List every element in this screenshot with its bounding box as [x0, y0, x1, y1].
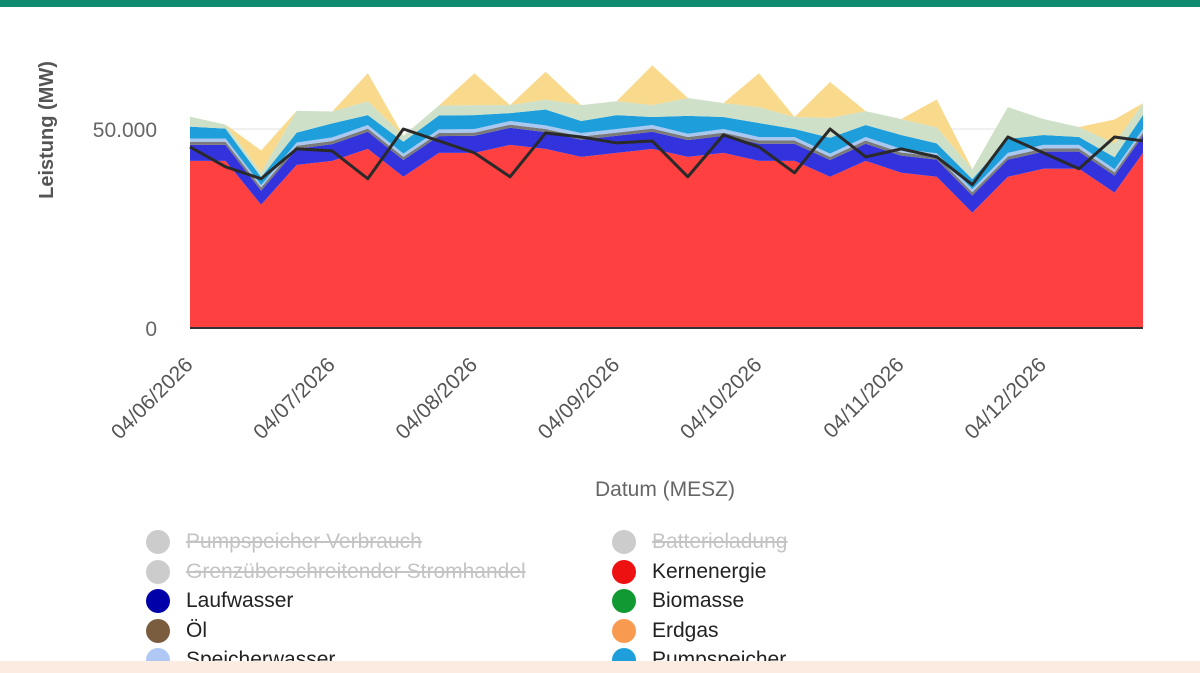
legend-dot-icon: [146, 648, 170, 661]
legend-item[interactable]: Speicherwasser: [146, 647, 335, 661]
y-tick-label: 0: [145, 318, 157, 341]
x-tick-label: 04/09/2026: [534, 353, 625, 444]
legend-label: Biomasse: [652, 589, 744, 613]
legend-dot-icon: [612, 589, 636, 613]
x-tick-label: 04/06/2026: [107, 353, 198, 444]
y-tick-label: 50.000: [93, 119, 157, 142]
legend-dot-icon: [146, 560, 170, 584]
legend-dot-icon: [612, 530, 636, 554]
legend-label: Batterieladung: [652, 530, 787, 554]
x-tick-label: 04/07/2026: [249, 353, 340, 444]
legend-label: Erdgas: [652, 619, 719, 643]
x-tick-label: 04/12/2026: [960, 353, 1051, 444]
y-axis-title: Leistung (MW): [35, 25, 59, 235]
legend-dot-icon: [146, 530, 170, 554]
legend-dot-icon: [612, 648, 636, 661]
legend-dot-icon: [612, 619, 636, 643]
legend-label: Grenzüberschreitender Stromhandel: [186, 560, 526, 584]
legend-item[interactable]: Biomasse: [612, 588, 744, 614]
legend-item[interactable]: Öl: [146, 618, 207, 644]
legend-item[interactable]: Pumpspeicher: [612, 647, 786, 661]
legend-label: Laufwasser: [186, 589, 293, 613]
legend-item[interactable]: Laufwasser: [146, 588, 293, 614]
legend-dot-icon: [612, 560, 636, 584]
legend-item[interactable]: Kernenergie: [612, 559, 766, 585]
legend-label: Pumpspeicher: [652, 648, 786, 661]
x-tick-label: 04/11/2026: [819, 353, 908, 442]
x-tick-label: 04/10/2026: [676, 353, 767, 444]
legend-item[interactable]: Grenzüberschreitender Stromhandel: [146, 559, 526, 585]
legend-item[interactable]: Batterieladung: [612, 529, 787, 555]
x-tick-label: 04/08/2026: [391, 353, 482, 444]
legend-label: Speicherwasser: [186, 648, 335, 661]
legend-label: Öl: [186, 619, 207, 643]
legend-label: Pumpspeicher Verbrauch: [186, 530, 422, 554]
legend-item[interactable]: Erdgas: [612, 618, 719, 644]
x-axis-title: Datum (MESZ): [540, 478, 790, 502]
legend-label: Kernenergie: [652, 560, 766, 584]
legend-dot-icon: [146, 619, 170, 643]
footer-band: [0, 661, 1200, 673]
legend-dot-icon: [146, 589, 170, 613]
legend-item[interactable]: Pumpspeicher Verbrauch: [146, 529, 422, 555]
